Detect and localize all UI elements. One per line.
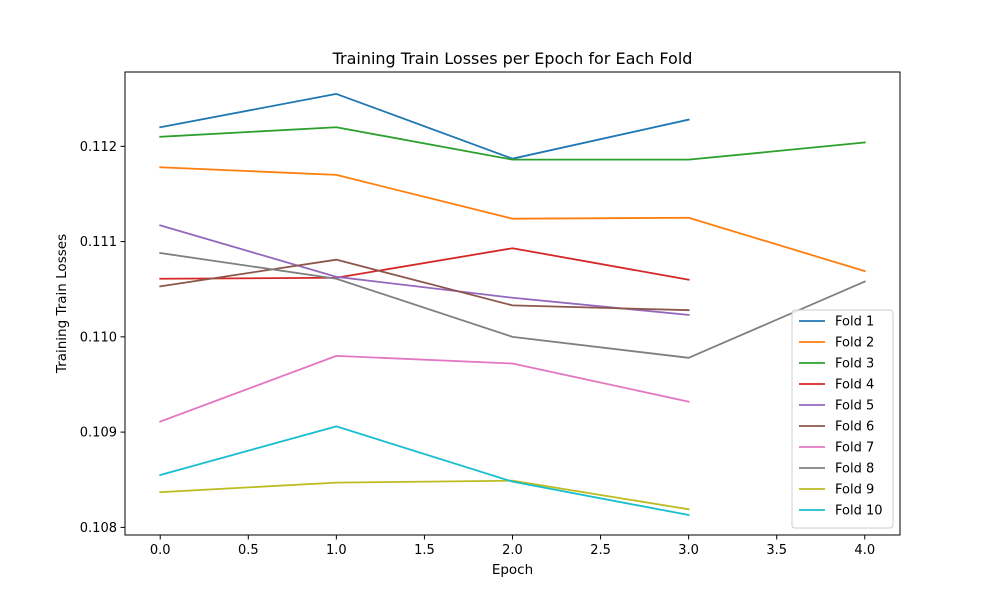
legend-label: Fold 10 — [835, 504, 883, 519]
legend-label: Fold 3 — [835, 357, 874, 372]
x-tick-label: 3.5 — [766, 543, 787, 558]
series-line-fold-2 — [159, 166, 866, 273]
legend-label: Fold 6 — [835, 420, 874, 435]
x-tick-label: 3.0 — [678, 543, 699, 558]
x-tick-label: 4.0 — [854, 543, 875, 558]
legend-label: Fold 5 — [835, 399, 874, 414]
x-tick-label: 0.5 — [238, 543, 259, 558]
y-tick-label: 0.108 — [80, 521, 117, 536]
series-line-fold-5 — [159, 224, 690, 316]
legend-label: Fold 8 — [835, 462, 874, 477]
legend-box — [791, 309, 894, 529]
x-axis-ticks: 0.0 0.5 1.0 1.5 2.0 2.5 3.0 3.5 4.0 — [150, 535, 875, 558]
y-tick-label: 0.112 — [80, 140, 117, 155]
legend-label: Fold 1 — [835, 315, 874, 330]
series-line-fold-8 — [159, 251, 866, 359]
legend-label: Fold 7 — [835, 441, 874, 456]
chart-title: Training Train Losses per Epoch for Each… — [332, 49, 693, 68]
legend-label: Fold 4 — [835, 378, 874, 393]
legend-label: Fold 2 — [835, 336, 874, 351]
series-line-fold-7 — [159, 354, 690, 423]
series-lines — [159, 93, 866, 517]
y-axis-ticks: 0.108 0.109 0.110 0.111 0.112 — [80, 140, 125, 536]
y-tick-label: 0.111 — [80, 235, 117, 250]
series-line-fold-10 — [159, 425, 690, 517]
y-tick-label: 0.110 — [80, 330, 117, 345]
y-axis-label: Training Train Losses — [54, 234, 70, 374]
x-axis-label: Epoch — [492, 562, 533, 578]
legend-label: Fold 9 — [835, 483, 874, 498]
x-tick-label: 1.5 — [414, 543, 435, 558]
x-tick-label: 2.0 — [502, 543, 523, 558]
series-line-fold-9 — [159, 479, 690, 511]
series-line-fold-3 — [159, 126, 866, 161]
x-tick-label: 1.0 — [326, 543, 347, 558]
y-tick-label: 0.109 — [80, 426, 117, 441]
plot-area — [125, 72, 900, 535]
plot-frame — [124, 71, 901, 536]
series-line-fold-1 — [159, 93, 690, 160]
series-line-fold-4 — [159, 247, 690, 281]
x-tick-label: 2.5 — [590, 543, 611, 558]
x-tick-label: 0.0 — [150, 543, 171, 558]
series-line-fold-6 — [159, 258, 690, 312]
legend: Fold 1 Fold 2 Fold 3 Fold 4 Fold 5 Fold 6 Fold… — [791, 309, 894, 529]
